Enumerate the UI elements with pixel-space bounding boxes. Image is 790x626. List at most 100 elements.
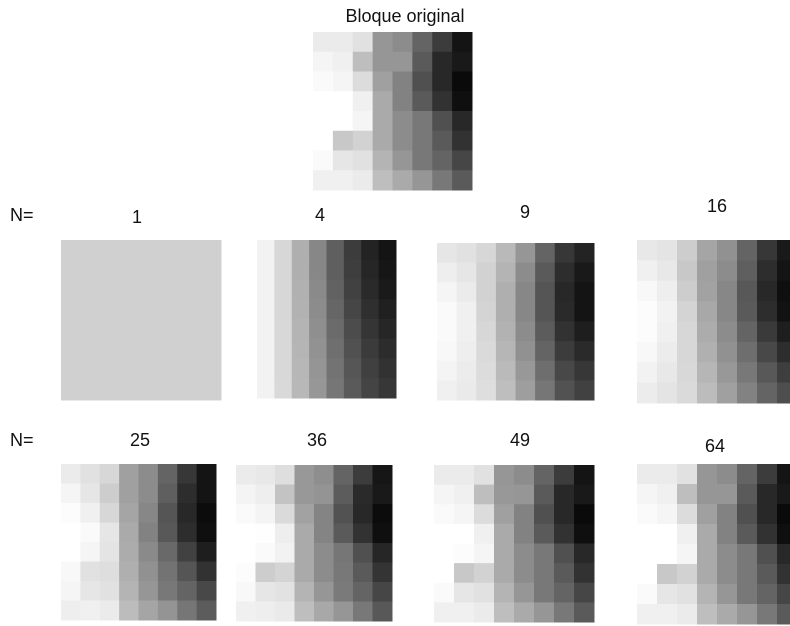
pixel [555, 322, 575, 342]
pixel [777, 322, 790, 343]
pixel [554, 602, 575, 622]
pixel [574, 544, 595, 564]
pixel [353, 524, 373, 544]
pixel [121, 320, 142, 341]
pixel [452, 32, 472, 52]
pixel [432, 170, 452, 190]
pixel [256, 524, 276, 544]
pixel [177, 581, 197, 601]
pixel [333, 52, 353, 72]
pixel [574, 504, 595, 524]
pixel [201, 260, 222, 281]
pixel [379, 378, 397, 398]
pixel [295, 563, 315, 583]
pixel [777, 342, 790, 363]
pixel [158, 562, 178, 582]
pixel [100, 464, 120, 484]
pixel [432, 72, 452, 92]
pixel [554, 544, 575, 564]
pixel [717, 281, 738, 302]
pixel [494, 563, 515, 583]
pixel [139, 562, 159, 582]
pixel [236, 465, 256, 485]
pixel [452, 151, 472, 171]
pixel [292, 280, 310, 300]
pixel [657, 504, 678, 525]
pixel [313, 52, 333, 72]
pixel [236, 563, 256, 583]
pixel [333, 111, 353, 131]
pixel [139, 601, 159, 621]
pixel [657, 383, 678, 404]
pixel [353, 582, 373, 602]
pixel [327, 339, 345, 359]
pixel [309, 319, 327, 339]
pixel [373, 602, 393, 622]
panel-label: 64 [705, 436, 725, 456]
pixel [379, 319, 397, 339]
pixel [757, 584, 778, 605]
pixel [494, 602, 515, 622]
pixel [637, 383, 658, 404]
pixel [476, 282, 496, 302]
pixel [275, 582, 295, 602]
pixel [677, 464, 698, 485]
pixel [757, 504, 778, 525]
pixel [327, 359, 345, 379]
pixel [737, 260, 758, 281]
row-label: N= [10, 205, 34, 225]
pixel [476, 302, 496, 322]
pixel [496, 322, 516, 342]
pixel [393, 131, 413, 151]
pixel [236, 602, 256, 622]
pixel [457, 282, 477, 302]
pixel [476, 263, 496, 283]
pixel [100, 581, 120, 601]
panel-label: 1 [132, 207, 142, 227]
pixel [434, 524, 455, 544]
pixel [476, 243, 496, 263]
pixel [100, 562, 120, 582]
pixel [637, 524, 658, 545]
pixel [757, 383, 778, 404]
pixel [534, 504, 555, 524]
pixel [353, 111, 373, 131]
pixel [119, 542, 139, 562]
pixel [777, 281, 790, 302]
pixel [257, 359, 275, 379]
pixel [379, 260, 397, 280]
pixel [344, 378, 362, 398]
pixel [353, 72, 373, 92]
pixel [777, 524, 790, 545]
pixel [275, 563, 295, 583]
pixel [314, 563, 334, 583]
pixel [757, 301, 778, 322]
pixel [757, 544, 778, 565]
pixel [292, 260, 310, 280]
pixel [474, 465, 495, 485]
pixel [101, 360, 122, 381]
pixel [373, 465, 393, 485]
pixel [334, 543, 354, 563]
pixel [534, 524, 555, 544]
pixel [516, 361, 536, 381]
pixel [777, 604, 790, 625]
pixel [274, 319, 292, 339]
pixel [158, 581, 178, 601]
pixel [121, 240, 142, 261]
pixel [161, 280, 182, 301]
pixel [353, 52, 373, 72]
pixel [777, 240, 790, 261]
pixel [80, 581, 100, 601]
pixel [139, 503, 159, 523]
pixel [737, 584, 758, 605]
pixel [361, 260, 379, 280]
pixel [697, 504, 718, 525]
pixel [677, 564, 698, 585]
pixel [737, 301, 758, 322]
pixel [197, 581, 217, 601]
pixel [257, 319, 275, 339]
pixel [535, 263, 555, 283]
pixel [295, 543, 315, 563]
pixel [514, 583, 535, 603]
